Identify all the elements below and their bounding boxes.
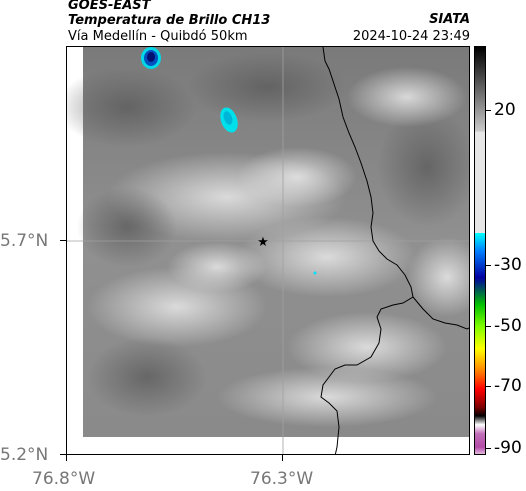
header-timestamp: 2024-10-24 23:49 <box>352 29 470 44</box>
colorbar-tick <box>486 265 491 266</box>
y-tick <box>60 454 66 455</box>
location-star-marker: ★ <box>257 235 269 250</box>
colorbar <box>474 46 486 455</box>
colorbar-label: -30 <box>494 255 522 275</box>
header-agency: SIATA <box>429 12 470 27</box>
header-satellite: GOES-EAST <box>68 0 151 13</box>
colorbar-tick <box>486 448 491 449</box>
colorbar-gradient <box>475 47 485 454</box>
x-tick <box>66 455 67 461</box>
coastline-border <box>320 47 469 454</box>
colorbar-label: -50 <box>494 316 522 336</box>
x-axis-label: 76.3°W <box>250 469 314 489</box>
cold-cloud-tops <box>141 47 317 275</box>
map-image: ★ <box>67 47 469 454</box>
colorbar-tick <box>486 386 491 387</box>
colorbar-label: 20 <box>494 100 516 120</box>
header-region: Vía Medellín - Quibdó 50km <box>68 29 248 44</box>
colorbar-label: -70 <box>494 376 522 396</box>
grid-lines <box>67 47 469 454</box>
y-tick <box>60 240 66 241</box>
y-axis-label: 5.7°N <box>0 231 49 251</box>
colorbar-label: -90 <box>494 438 522 458</box>
x-axis-label: 76.8°W <box>32 469 96 489</box>
header-product: Temperatura de Brillo CH13 <box>68 13 271 28</box>
x-tick <box>282 455 283 461</box>
y-axis-label: 5.2°N <box>0 445 49 465</box>
colorbar-tick <box>486 110 491 111</box>
colorbar-tick <box>486 326 491 327</box>
map-panel: ★ <box>66 46 470 455</box>
cloud-texture <box>67 52 469 427</box>
